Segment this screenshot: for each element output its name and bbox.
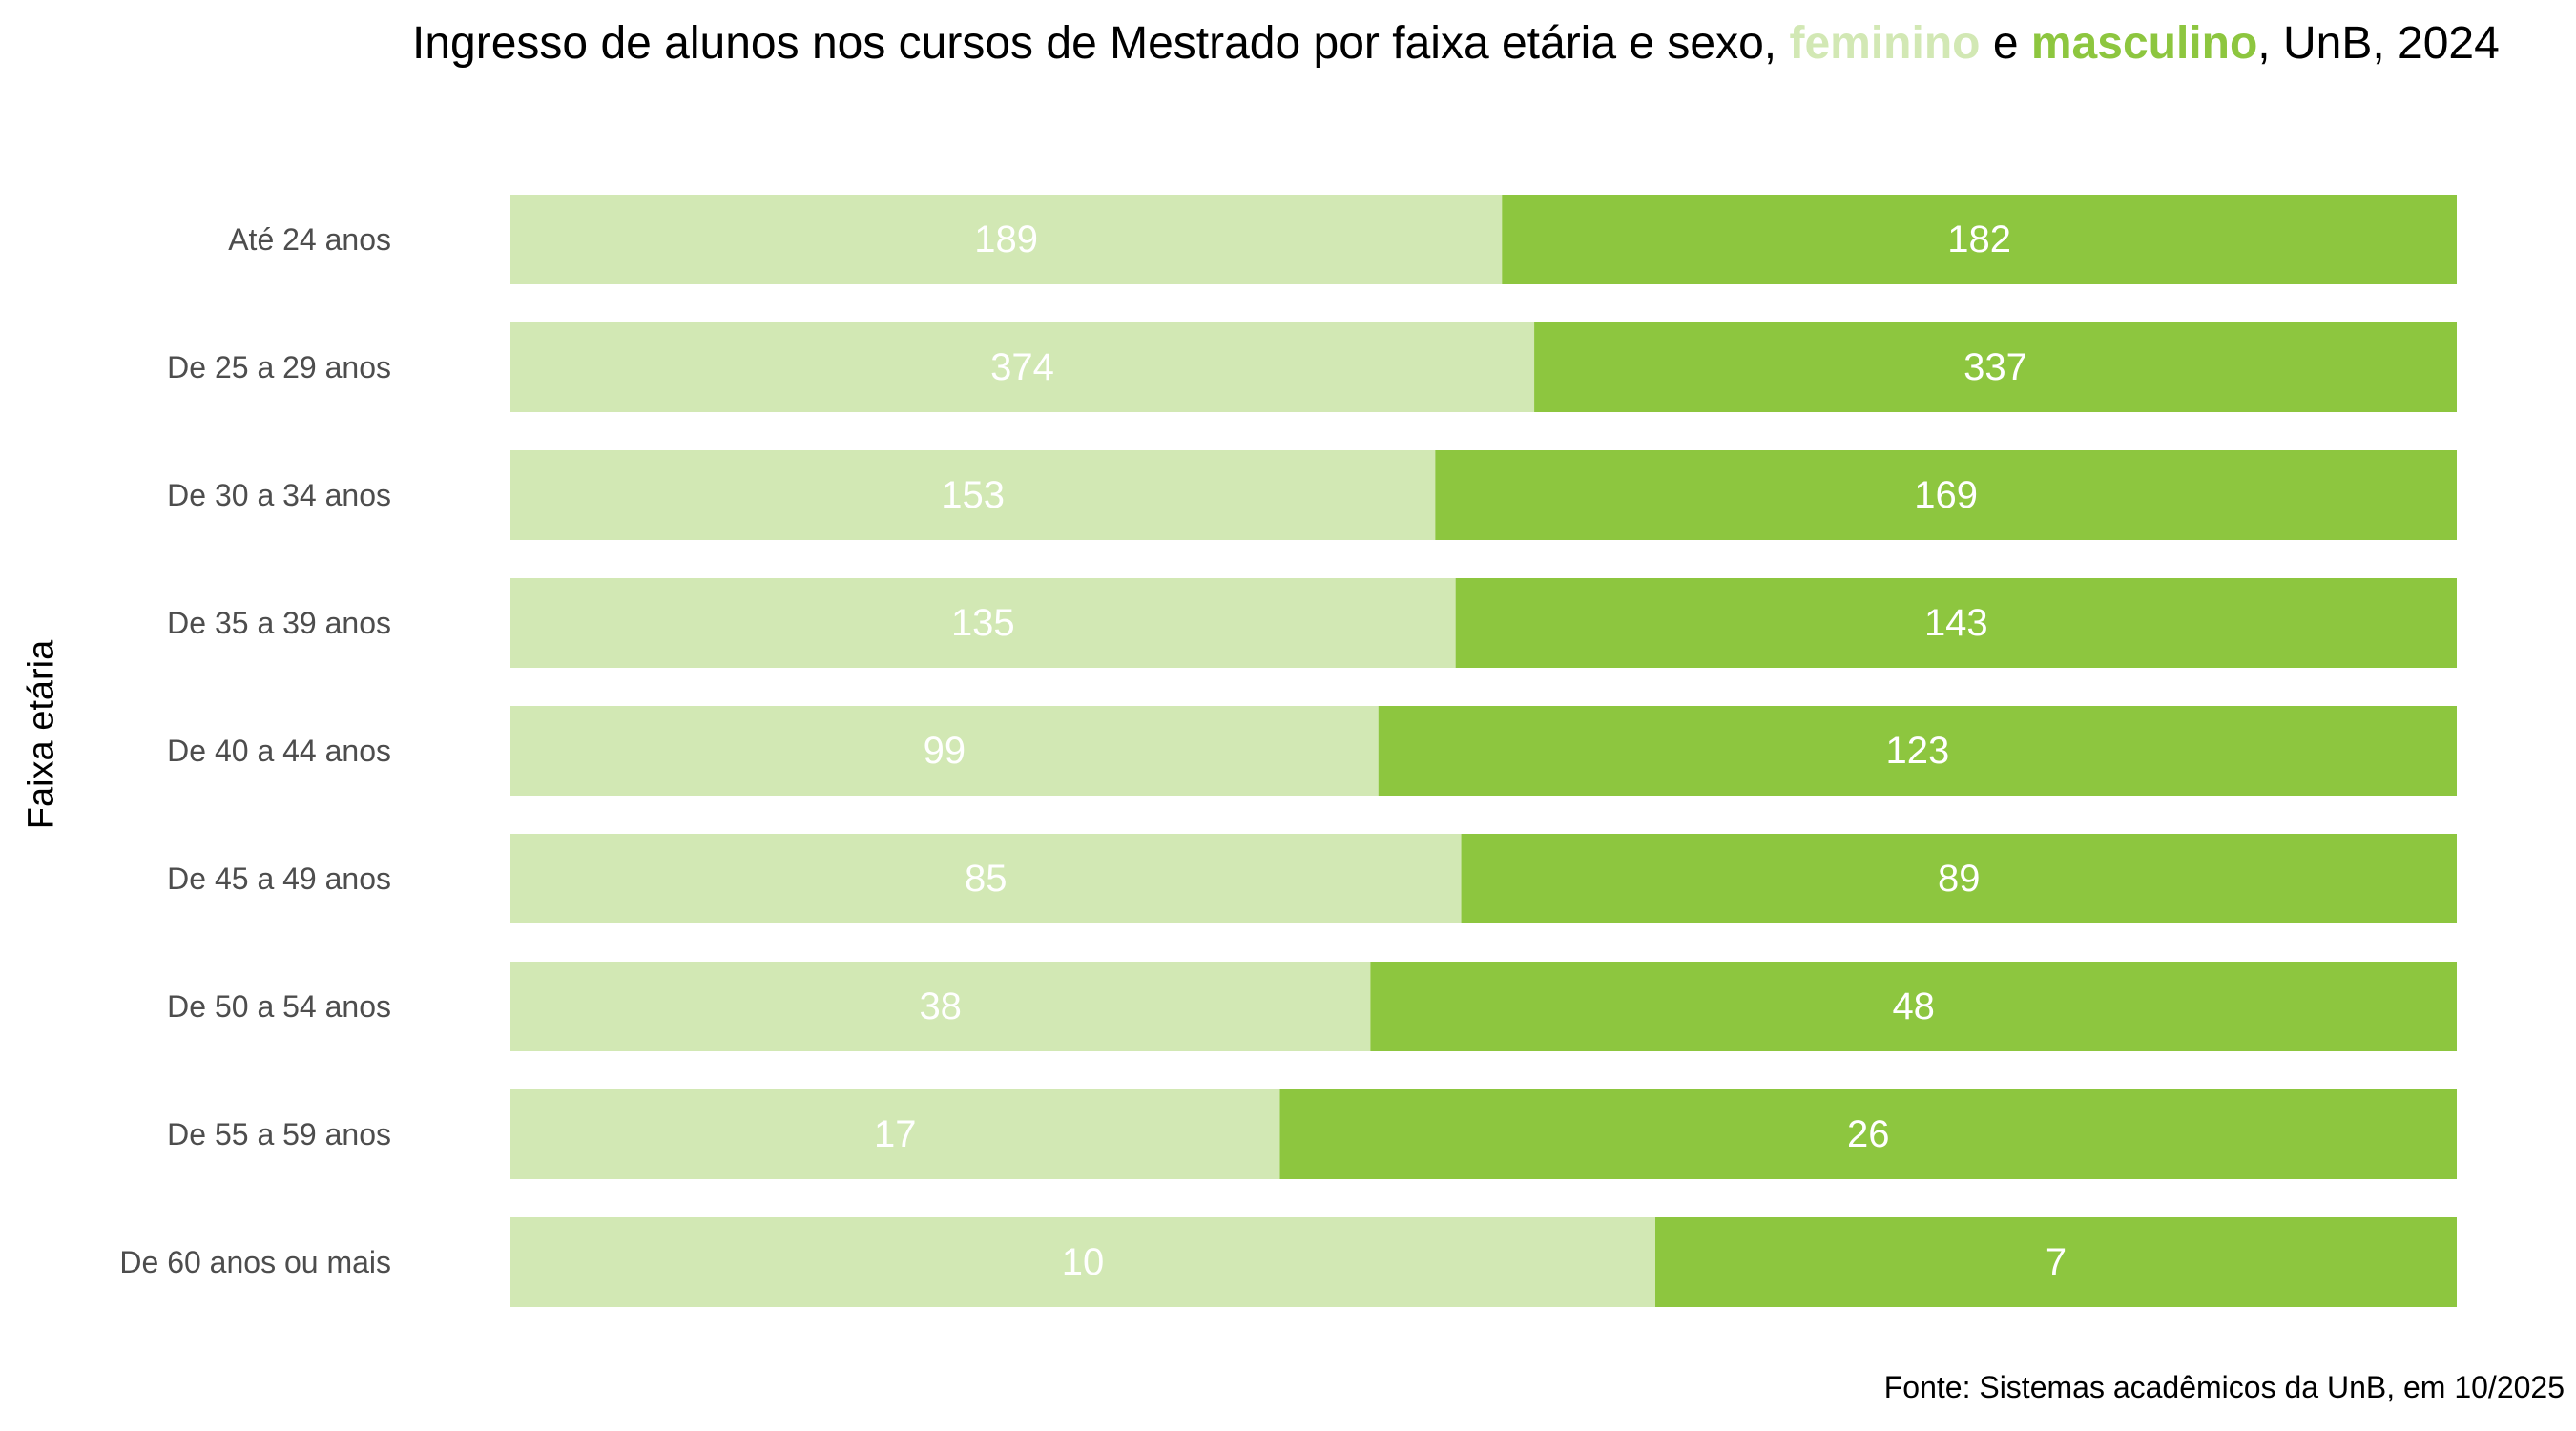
category-label: De 55 a 59 anos [167, 1117, 391, 1151]
data-label-masculino: 7 [2046, 1241, 2067, 1283]
chart-title: Ingresso de alunos nos cursos de Mestrad… [412, 13, 2549, 74]
data-label-masculino: 143 [1924, 602, 1988, 644]
category-label: De 40 a 44 anos [167, 734, 391, 768]
title-text-part1: Ingresso de alunos nos cursos de Mestrad… [412, 18, 1777, 69]
bar-feminino [510, 962, 1371, 1051]
source-note: Fonte: Sistemas acadêmicos da UnB, em 10… [1883, 1370, 2565, 1404]
data-label-masculino: 123 [1885, 730, 1949, 772]
bar-masculino [1461, 834, 2457, 923]
data-label-masculino: 26 [1847, 1113, 1890, 1155]
category-label: De 45 a 49 anos [167, 861, 391, 896]
data-label-masculino: 337 [1963, 346, 2027, 388]
data-label-masculino: 48 [1892, 985, 1935, 1027]
bar-feminino [510, 1217, 1655, 1307]
data-label-feminino: 374 [990, 346, 1054, 388]
legend-masculino: masculino [2030, 18, 2258, 69]
bar-feminino [510, 322, 1535, 412]
data-label-feminino: 189 [974, 218, 1038, 260]
bar-masculino [1279, 1089, 2457, 1179]
bar-feminino [510, 834, 1462, 923]
legend-feminino: feminino [1789, 18, 1981, 69]
data-label-feminino: 85 [965, 858, 1008, 900]
data-label-masculino: 89 [1938, 858, 1981, 900]
category-label: Até 24 anos [228, 222, 391, 257]
bar-masculino [1502, 195, 2457, 284]
data-label-feminino: 99 [924, 730, 966, 772]
bar-masculino [1655, 1217, 2457, 1307]
data-label-feminino: 153 [941, 474, 1005, 516]
category-label: De 25 a 29 anos [167, 350, 391, 384]
bar-masculino [1370, 962, 2457, 1051]
category-label: De 60 anos ou mais [119, 1245, 391, 1279]
bar-masculino [1378, 706, 2457, 796]
bar-masculino [1455, 578, 2457, 668]
bar-masculino [1534, 322, 2457, 412]
data-label-masculino: 169 [1914, 474, 1978, 516]
category-label: De 35 a 39 anos [167, 606, 391, 640]
bar-feminino [510, 1089, 1280, 1179]
data-label-masculino: 182 [1947, 218, 2011, 260]
data-label-feminino: 38 [919, 985, 962, 1027]
data-label-feminino: 135 [951, 602, 1015, 644]
title-connector: e [1992, 18, 2019, 69]
category-label: De 30 a 34 anos [167, 478, 391, 512]
bar-feminino [510, 578, 1456, 668]
data-label-feminino: 17 [874, 1113, 917, 1155]
bar-feminino [510, 706, 1379, 796]
bar-masculino [1435, 450, 2457, 540]
bar-feminino [510, 195, 1503, 284]
data-label-feminino: 10 [1062, 1241, 1105, 1283]
category-label: De 50 a 54 anos [167, 989, 391, 1024]
title-text-part2: , UnB, 2024 [2257, 18, 2500, 69]
bar-feminino [510, 450, 1436, 540]
